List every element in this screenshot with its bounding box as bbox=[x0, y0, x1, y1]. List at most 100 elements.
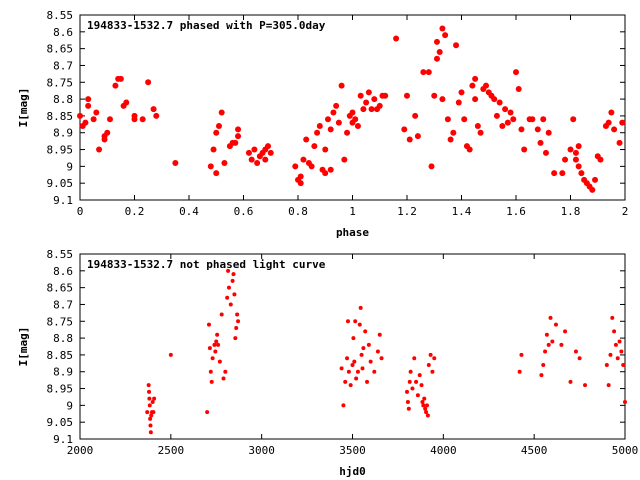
data-point bbox=[393, 35, 400, 42]
data-point bbox=[551, 170, 558, 177]
data-point bbox=[153, 112, 160, 119]
data-point bbox=[357, 92, 364, 99]
data-point bbox=[550, 339, 555, 344]
data-point bbox=[563, 329, 568, 334]
data-point bbox=[303, 136, 310, 143]
x-tick-label: 2500 bbox=[158, 444, 185, 457]
data-point bbox=[428, 352, 433, 357]
data-point bbox=[346, 369, 351, 374]
data-point bbox=[147, 396, 152, 401]
data-point bbox=[439, 96, 446, 103]
data-point bbox=[344, 129, 351, 136]
data-point bbox=[297, 173, 304, 180]
data-point bbox=[502, 106, 509, 113]
data-point bbox=[354, 123, 361, 129]
data-point bbox=[147, 389, 152, 394]
data-point bbox=[226, 268, 231, 273]
data-point bbox=[352, 359, 357, 364]
y-tick-label: 9 bbox=[66, 399, 73, 412]
data-point bbox=[210, 146, 217, 153]
data-point bbox=[233, 336, 238, 341]
y-tick-label: 8.95 bbox=[47, 383, 74, 396]
data-point bbox=[327, 166, 334, 173]
data-point bbox=[314, 129, 321, 136]
data-point bbox=[424, 403, 429, 408]
data-point bbox=[206, 322, 211, 327]
x-tick-label: 1.8 bbox=[561, 205, 581, 218]
data-point bbox=[529, 116, 536, 123]
data-point bbox=[379, 356, 384, 361]
data-point bbox=[444, 116, 451, 123]
data-point bbox=[406, 136, 413, 143]
data-point bbox=[145, 410, 150, 415]
data-point bbox=[316, 123, 323, 129]
panel-not-phased: 2000 2500 3000 3500 4000 4500 5000 8.55 8.6 8.65… bbox=[17, 248, 638, 478]
data-point bbox=[483, 82, 490, 89]
data-point bbox=[151, 410, 156, 415]
data-point bbox=[604, 363, 609, 367]
data-point bbox=[422, 396, 427, 401]
data-point bbox=[230, 278, 235, 283]
data-point bbox=[412, 112, 419, 119]
panel-phased: 0 0.2 0.4 0.6 0.8 1 1.2 1.4 1.6 1.8 2 8.558.68.658… bbox=[17, 9, 628, 239]
data-point bbox=[442, 32, 449, 39]
data-point bbox=[431, 92, 438, 99]
data-point bbox=[408, 369, 413, 374]
data-point bbox=[578, 170, 585, 177]
data-points bbox=[145, 268, 627, 435]
y-tick-label: 8.55 bbox=[47, 248, 74, 261]
data-point bbox=[339, 366, 344, 371]
plot-frame bbox=[79, 253, 626, 440]
data-point bbox=[491, 96, 498, 103]
data-point bbox=[375, 349, 380, 354]
data-point bbox=[425, 413, 430, 418]
y-tick-label: 8.65 bbox=[47, 43, 74, 56]
y-tick-label: 8.8 bbox=[53, 332, 73, 345]
data-point bbox=[372, 369, 377, 374]
data-point bbox=[352, 116, 359, 123]
data-point bbox=[540, 116, 547, 123]
data-point bbox=[568, 379, 573, 384]
data-point bbox=[228, 302, 233, 307]
data-point bbox=[539, 373, 544, 378]
data-point bbox=[343, 379, 348, 384]
x-tick-label: 0 bbox=[77, 205, 84, 218]
data-point bbox=[234, 326, 239, 330]
data-point bbox=[213, 349, 218, 354]
data-point bbox=[406, 406, 411, 411]
data-point bbox=[421, 403, 426, 408]
y-tick-label: 8.85 bbox=[47, 110, 74, 123]
data-point bbox=[545, 129, 552, 136]
data-point bbox=[541, 363, 546, 367]
data-point bbox=[139, 116, 146, 123]
data-point bbox=[611, 126, 618, 133]
y-axis-ticks: 8.55 8.6 8.65 8.7 8.75 8.8 8.85 8.9 8.95 9 9.05 9.1 bbox=[47, 9, 625, 207]
y-tick-label: 8.6 bbox=[53, 265, 73, 278]
data-point bbox=[248, 156, 255, 163]
data-point bbox=[360, 366, 365, 371]
data-point bbox=[355, 369, 360, 374]
data-point bbox=[345, 319, 350, 324]
data-point bbox=[617, 339, 622, 344]
data-point bbox=[472, 75, 479, 82]
data-point bbox=[104, 129, 111, 136]
data-point bbox=[205, 410, 210, 415]
data-point bbox=[371, 96, 378, 103]
data-point bbox=[148, 423, 153, 428]
y-axis-ticks: 8.55 8.6 8.65 8.7 8.75 8.8 8.85 8.9 8.95 9 9.05 9.1 bbox=[47, 248, 625, 446]
data-point bbox=[414, 379, 419, 384]
data-point bbox=[616, 139, 623, 146]
data-point bbox=[474, 123, 481, 129]
data-point bbox=[361, 346, 366, 351]
data-point bbox=[453, 42, 460, 49]
data-point bbox=[335, 119, 342, 126]
y-axis-label: I[mag] bbox=[17, 88, 30, 128]
data-point bbox=[439, 25, 446, 32]
data-point bbox=[350, 363, 355, 367]
data-point bbox=[77, 112, 83, 119]
data-point bbox=[407, 379, 412, 384]
y-tick-label: 8.75 bbox=[47, 76, 74, 89]
data-point bbox=[542, 149, 549, 156]
y-axis-label: I[mag] bbox=[17, 327, 30, 367]
data-point bbox=[615, 356, 620, 361]
